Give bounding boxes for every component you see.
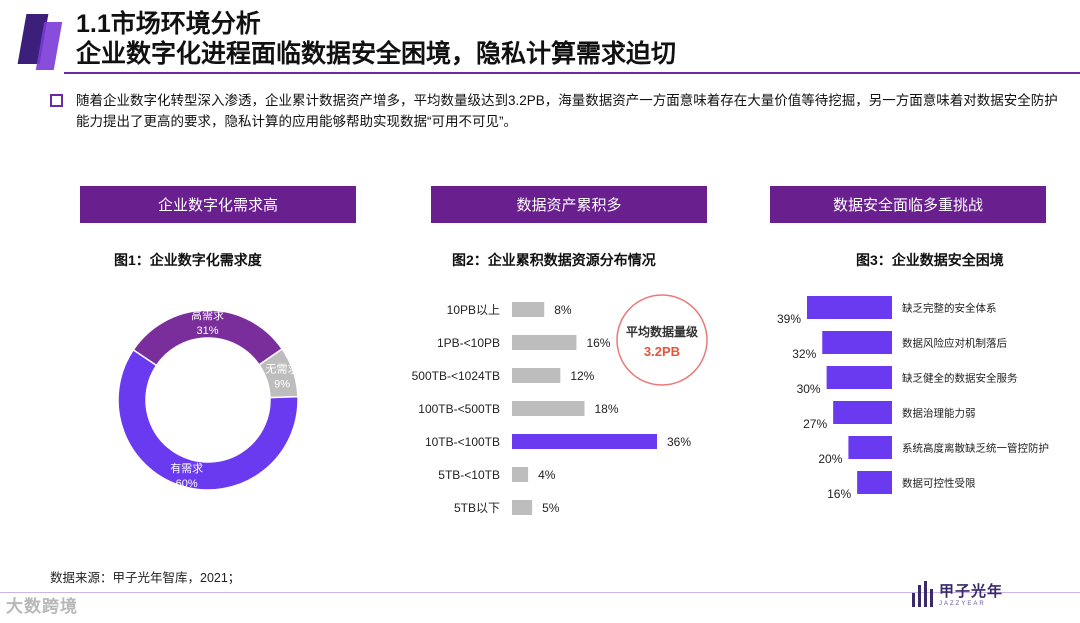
bar [512,467,529,482]
callout-label: 平均数据量级 [626,324,698,339]
bar-category-label: 数据风险应对机制落后 [902,337,1007,350]
bullet-square-icon [50,94,63,107]
logo-name: 甲子光年 [939,583,1004,600]
bar [512,500,533,515]
bar-value-label: 16% [827,487,851,501]
bar [826,366,892,389]
bar-category-label: 数据可控性受限 [902,477,976,490]
bar [848,436,892,459]
bar-value-label: 4% [538,468,556,482]
footer-divider [0,592,1080,593]
data-source: 数据来源：甲子光年智库，2021； [50,571,241,585]
bar [807,296,892,319]
bar [512,302,545,317]
page-title: 企业数字化进程面临数据安全困境，隐私计算需求迫切 [76,40,677,68]
donut-value-label: 60% [176,478,198,490]
bar-value-label: 8% [554,303,572,317]
bar-category-label: 系统高度离散缺乏统一管控防护 [902,442,1049,455]
bar-value-label: 36% [667,435,691,449]
bar-category-label: 500TB-<1024TB [412,369,500,383]
bar [833,401,892,424]
bar-category-label: 缺乏完整的安全体系 [902,302,997,315]
bar [512,335,577,350]
figure2-title: 图2：企业累积数据资源分布情况 [452,252,656,268]
bar [512,434,657,449]
bar-value-label: 32% [792,347,816,361]
logo-bars-icon [912,580,933,607]
title-divider [64,72,1080,74]
bar [512,368,561,383]
bar-category-label: 10PB以上 [447,303,500,317]
bar-value-label: 12% [570,369,594,383]
donut-value-label: 9% [274,378,290,390]
bar-category-label: 5TB-<10TB [438,468,500,482]
bar-value-label: 5% [542,501,560,515]
bar [512,401,585,416]
donut-category-label: 高需求 [191,308,224,322]
watermark-text: 大数跨境 [6,597,78,616]
donut-value-label: 31% [197,325,219,337]
bar-value-label: 20% [818,452,842,466]
donut-slice [117,348,299,491]
donut-chart: 高需求 31% 无需求 9% 有需求 60% [117,308,299,491]
bar [857,471,892,494]
intro-paragraph: 随着企业数字化转型深入渗透，企业累计数据资产增多，平均数量级达到3.2PB，海量… [76,93,1058,129]
donut-category-label: 无需求 [266,362,299,375]
bar-category-label: 5TB以下 [454,501,500,515]
bar-value-label: 27% [803,417,827,431]
logo-subtitle: JAZZYEAR [939,601,986,607]
bar-category-label: 1PB-<10PB [437,336,500,350]
figure1-title: 图1：企业数字化需求度 [114,252,262,268]
callout-ring: 平均数据量级 3.2PB [616,294,708,386]
bar-category-label: 缺乏健全的数据安全服务 [902,372,1018,385]
bar-value-label: 18% [595,402,619,416]
panel-header-digital-demand: 企业数字化需求高 [80,186,356,223]
bar-value-label: 39% [777,312,801,326]
bar-category-label: 10TB-<100TB [425,435,500,449]
panel-header-security-challenges: 数据安全面临多重挑战 [770,186,1046,223]
bar-value-label: 16% [586,336,610,350]
section-title: 1.1市场环境分析 [76,10,261,38]
bar-chart-security-dilemma: 39% 缺乏完整的安全体系 32% 数据风险应对机制落后 30% 缺乏健全的数据安全服务 2… [777,296,1049,501]
bar-category-label: 100TB-<500TB [418,402,500,416]
bar-value-label: 30% [797,382,821,396]
bar-category-label: 数据治理能力弱 [902,407,976,420]
figure3-title: 图3：企业数据安全困境 [856,252,1004,268]
brand-logo: 甲子光年 JAZZYEAR [912,580,1003,607]
callout-value: 3.2PB [644,344,680,359]
bar-chart-data-distribution: 10PB以上 8% 1PB-<10PB 16% 500TB-<1024TB 12% 100T… [412,302,691,515]
bar [822,331,892,354]
donut-category-label: 有需求 [170,461,203,475]
panel-header-data-assets: 数据资产累积多 [431,186,707,223]
